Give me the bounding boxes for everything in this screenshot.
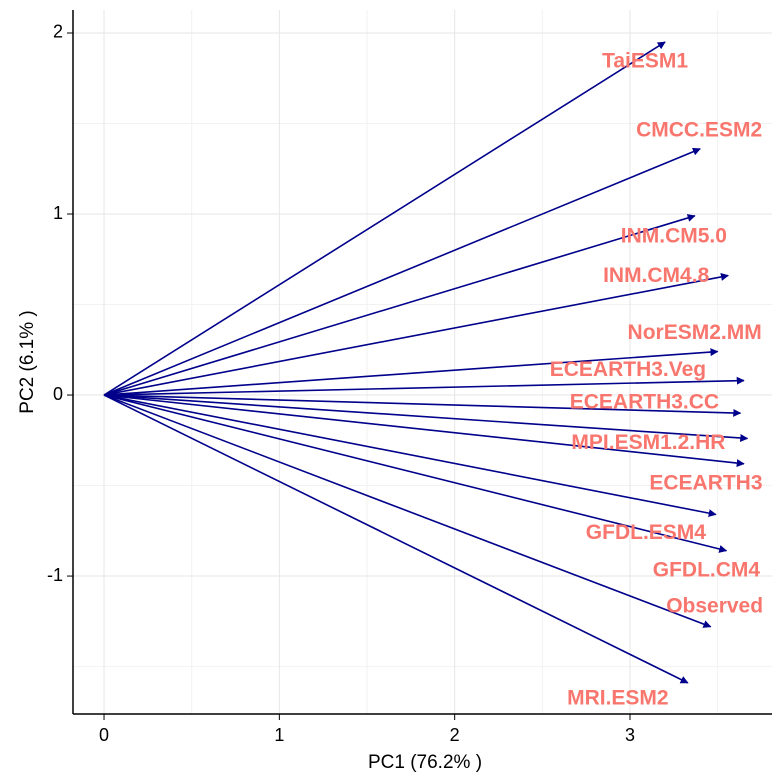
marks: TaiESM1 CMCC.ESM2 INM.CM5.0 INM.CM4.8 NorESM… — [103, 41, 763, 709]
arrow-label: GFDL.ESM4 — [586, 521, 706, 544]
arrow-label: INM.CM5.0 — [621, 224, 727, 247]
arrow — [103, 394, 717, 518]
arrow-label: INM.CM4.8 — [603, 264, 710, 287]
arrow-label: ECEARTH3.Veg — [550, 358, 706, 381]
arrow-label: CMCC.ESM2 — [636, 118, 762, 141]
arrow — [103, 41, 666, 396]
arrow-label: ECEARTH3.CC — [570, 391, 719, 414]
arrow-label: ECEARTH3 — [649, 471, 762, 494]
arrow — [103, 394, 689, 684]
grid — [73, 10, 772, 714]
y-tick-label: 1 — [53, 203, 63, 223]
arrow — [103, 214, 696, 396]
arrow — [103, 394, 728, 553]
arrow — [103, 394, 745, 468]
y-tick-label: 2 — [53, 22, 63, 42]
x-tick-label: 1 — [274, 725, 284, 745]
arrow-label: NorESM2.MM — [628, 321, 762, 344]
arrow — [103, 394, 712, 628]
x-tick-label: 0 — [99, 725, 109, 745]
arrow — [103, 348, 719, 396]
arrow-label: MRI.ESM2 — [567, 686, 669, 709]
y-axis-title: PC2 (6.1% ) — [17, 310, 38, 413]
arrow — [104, 376, 745, 396]
arrow-label: Observed — [666, 594, 763, 617]
arrow — [103, 272, 729, 396]
x-tick-label: 2 — [450, 725, 460, 745]
arrow — [103, 394, 749, 442]
x-tick-label: 3 — [625, 725, 635, 745]
arrow-label: GFDL.CM4 — [653, 558, 761, 581]
arrow — [103, 147, 701, 396]
arrow — [104, 394, 742, 417]
arrow-label: MPI.ESM1.2.HR — [571, 431, 725, 454]
y-tick-label: 0 — [53, 384, 63, 404]
arrow-label: TaiESM1 — [602, 50, 688, 73]
y-tick-label: -1 — [47, 565, 63, 585]
x-axis-title: PC1 (76.2% ) — [368, 752, 482, 773]
